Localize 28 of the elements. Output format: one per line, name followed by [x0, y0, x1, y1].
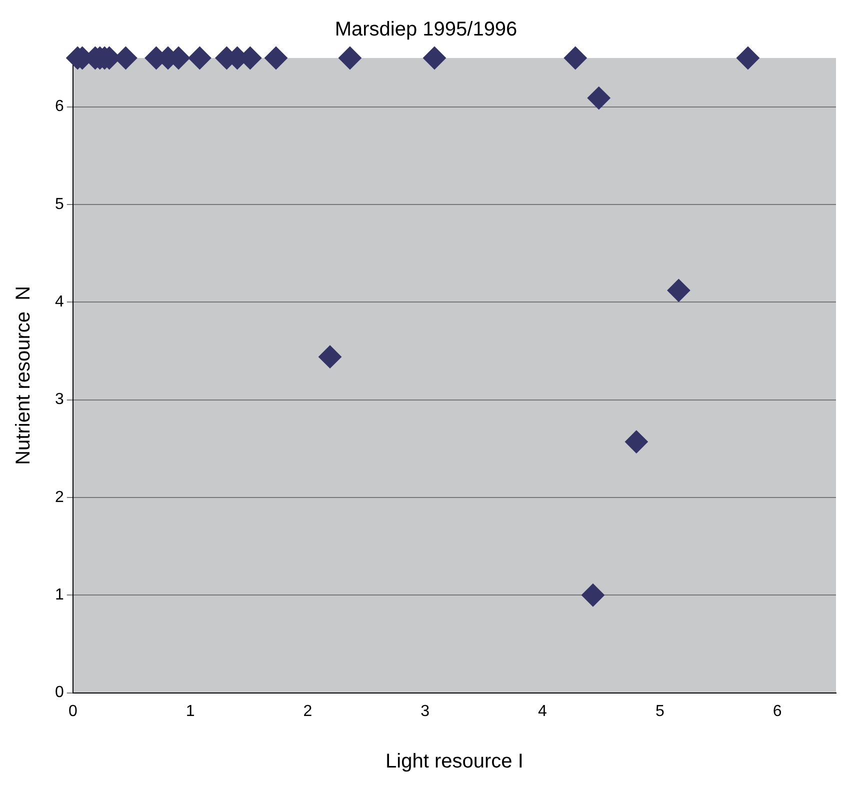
- point: [422, 46, 446, 70]
- point: [188, 46, 212, 70]
- point: [264, 46, 288, 70]
- point: [587, 86, 610, 110]
- point: [624, 430, 648, 454]
- y-tick-label: 2: [54, 488, 64, 506]
- point: [667, 278, 690, 302]
- point: [564, 46, 587, 70]
- point: [736, 46, 760, 70]
- y-tick-label: 5: [54, 196, 64, 213]
- y-tick-label: 4: [54, 294, 64, 311]
- x-tick-label: 5: [655, 702, 664, 720]
- x-tick-label: 1: [186, 702, 195, 720]
- point: [581, 584, 604, 607]
- x-tick-label: 3: [420, 702, 430, 720]
- y-tick-label: 3: [54, 391, 64, 408]
- chart-title: Marsdiep 1995/1996: [334, 18, 518, 41]
- point: [338, 46, 362, 70]
- y-tick-label: 1: [54, 586, 64, 604]
- x-tick-label: 4: [538, 702, 548, 720]
- x-axis-title: Light resource I: [386, 750, 524, 773]
- x-tick-label: 6: [772, 702, 782, 720]
- x-tick-label: 0: [68, 702, 78, 720]
- point: [318, 345, 342, 368]
- y-tick-label: 0: [54, 684, 64, 702]
- y-tick-label: 6: [54, 98, 64, 116]
- x-tick-label: 2: [303, 702, 312, 720]
- y-axis-title: Nutrient resource N: [12, 286, 35, 465]
